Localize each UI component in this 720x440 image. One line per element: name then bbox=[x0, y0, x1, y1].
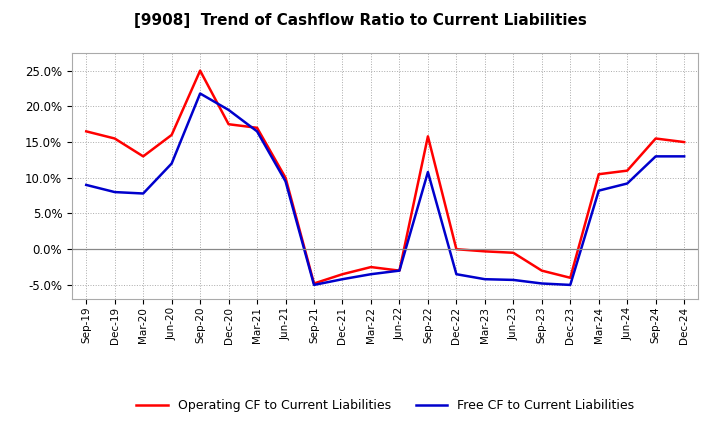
Free CF to Current Liabilities bbox=[167, 161, 176, 166]
Free CF to Current Liabilities bbox=[196, 91, 204, 96]
Free CF to Current Liabilities bbox=[253, 129, 261, 134]
Free CF to Current Liabilities bbox=[423, 169, 432, 175]
Operating CF to Current Liabilities bbox=[423, 134, 432, 139]
Operating CF to Current Liabilities bbox=[225, 121, 233, 127]
Operating CF to Current Liabilities bbox=[196, 68, 204, 73]
Operating CF to Current Liabilities bbox=[167, 132, 176, 138]
Line: Operating CF to Current Liabilities: Operating CF to Current Liabilities bbox=[86, 71, 684, 283]
Operating CF to Current Liabilities bbox=[282, 175, 290, 180]
Free CF to Current Liabilities bbox=[395, 268, 404, 273]
Operating CF to Current Liabilities bbox=[110, 136, 119, 141]
Free CF to Current Liabilities bbox=[680, 154, 688, 159]
Operating CF to Current Liabilities bbox=[537, 268, 546, 273]
Free CF to Current Liabilities bbox=[537, 281, 546, 286]
Operating CF to Current Liabilities bbox=[652, 136, 660, 141]
Line: Free CF to Current Liabilities: Free CF to Current Liabilities bbox=[86, 94, 684, 285]
Free CF to Current Liabilities bbox=[225, 107, 233, 113]
Legend: Operating CF to Current Liabilities, Free CF to Current Liabilities: Operating CF to Current Liabilities, Fre… bbox=[136, 399, 634, 412]
Operating CF to Current Liabilities bbox=[395, 268, 404, 273]
Operating CF to Current Liabilities bbox=[480, 249, 489, 254]
Operating CF to Current Liabilities bbox=[623, 168, 631, 173]
Operating CF to Current Liabilities bbox=[566, 275, 575, 280]
Operating CF to Current Liabilities bbox=[509, 250, 518, 255]
Free CF to Current Liabilities bbox=[595, 188, 603, 193]
Operating CF to Current Liabilities bbox=[82, 129, 91, 134]
Operating CF to Current Liabilities bbox=[253, 125, 261, 130]
Free CF to Current Liabilities bbox=[282, 179, 290, 184]
Free CF to Current Liabilities bbox=[82, 182, 91, 187]
Free CF to Current Liabilities bbox=[366, 271, 375, 277]
Free CF to Current Liabilities bbox=[480, 277, 489, 282]
Free CF to Current Liabilities bbox=[338, 277, 347, 282]
Operating CF to Current Liabilities bbox=[680, 139, 688, 145]
Operating CF to Current Liabilities bbox=[338, 271, 347, 277]
Operating CF to Current Liabilities bbox=[595, 172, 603, 177]
Free CF to Current Liabilities bbox=[452, 271, 461, 277]
Free CF to Current Liabilities bbox=[110, 190, 119, 195]
Free CF to Current Liabilities bbox=[310, 282, 318, 288]
Operating CF to Current Liabilities bbox=[139, 154, 148, 159]
Text: [9908]  Trend of Cashflow Ratio to Current Liabilities: [9908] Trend of Cashflow Ratio to Curren… bbox=[134, 13, 586, 28]
Operating CF to Current Liabilities bbox=[366, 264, 375, 270]
Free CF to Current Liabilities bbox=[623, 181, 631, 186]
Free CF to Current Liabilities bbox=[566, 282, 575, 288]
Operating CF to Current Liabilities bbox=[452, 246, 461, 252]
Free CF to Current Liabilities bbox=[139, 191, 148, 196]
Free CF to Current Liabilities bbox=[509, 277, 518, 282]
Free CF to Current Liabilities bbox=[652, 154, 660, 159]
Operating CF to Current Liabilities bbox=[310, 281, 318, 286]
